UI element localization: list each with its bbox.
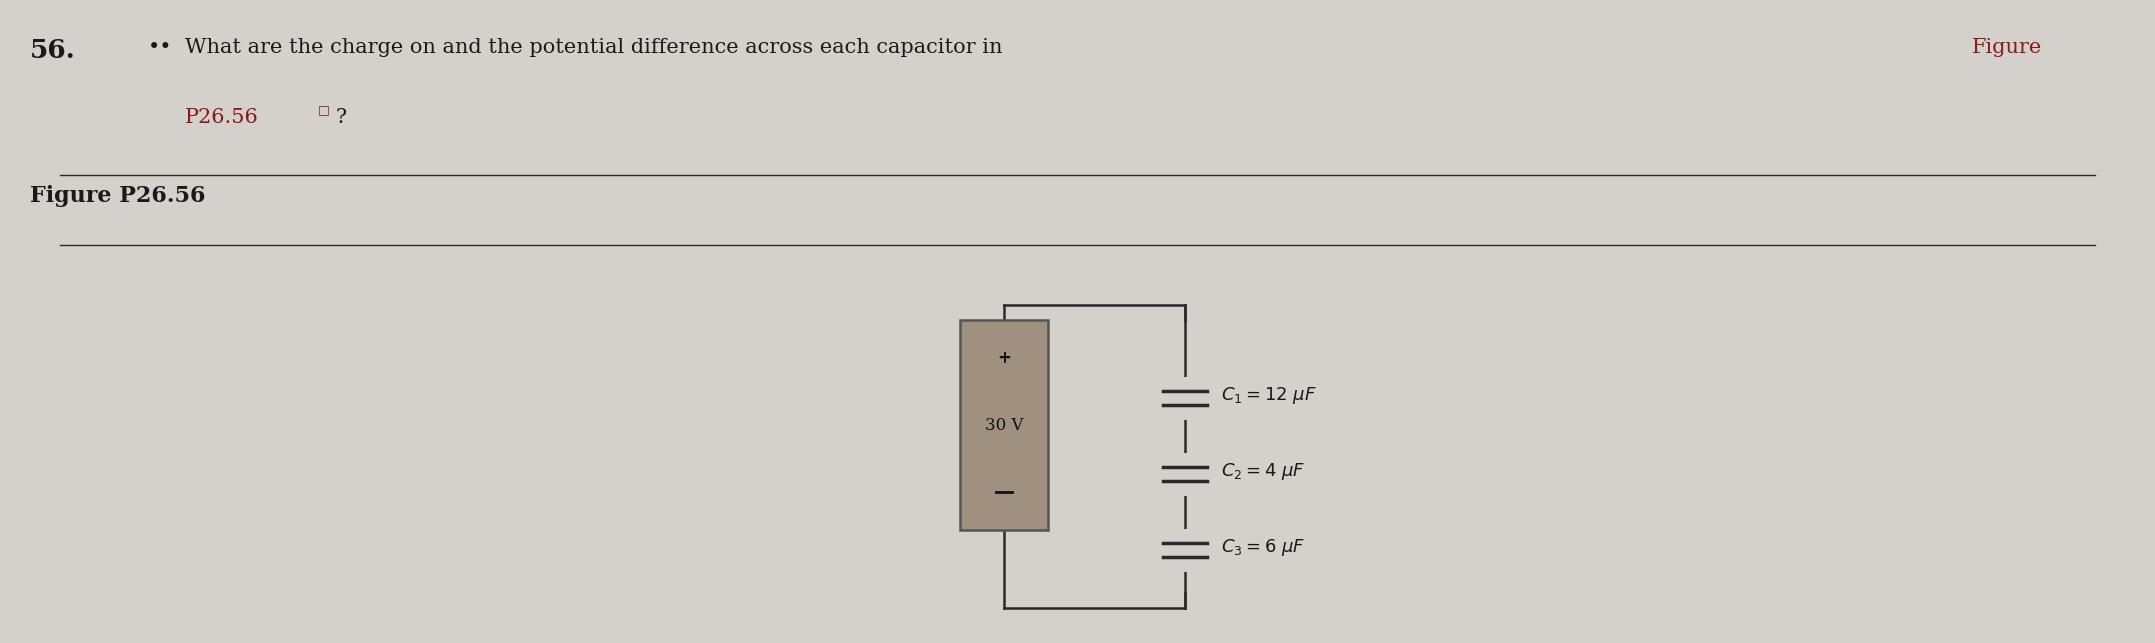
- Text: $C_1 = 12\ \mu F$: $C_1 = 12\ \mu F$: [1222, 386, 1317, 406]
- Text: □: □: [319, 103, 330, 116]
- Text: P26.56: P26.56: [185, 108, 259, 127]
- Text: 30 V: 30 V: [985, 417, 1024, 433]
- Text: +: +: [998, 349, 1011, 367]
- Text: $C_3 = 6\ \mu F$: $C_3 = 6\ \mu F$: [1222, 538, 1306, 559]
- Text: 56.: 56.: [30, 38, 75, 63]
- Text: What are the charge on and the potential difference across each capacitor in: What are the charge on and the potential…: [185, 38, 1002, 57]
- Text: Figure P26.56: Figure P26.56: [30, 185, 205, 207]
- Text: ••: ••: [149, 38, 172, 57]
- Text: Figure: Figure: [1972, 38, 2043, 57]
- Text: ?: ?: [336, 108, 347, 127]
- Bar: [959, 320, 1047, 530]
- Text: $C_2 = 4\ \mu F$: $C_2 = 4\ \mu F$: [1222, 462, 1306, 482]
